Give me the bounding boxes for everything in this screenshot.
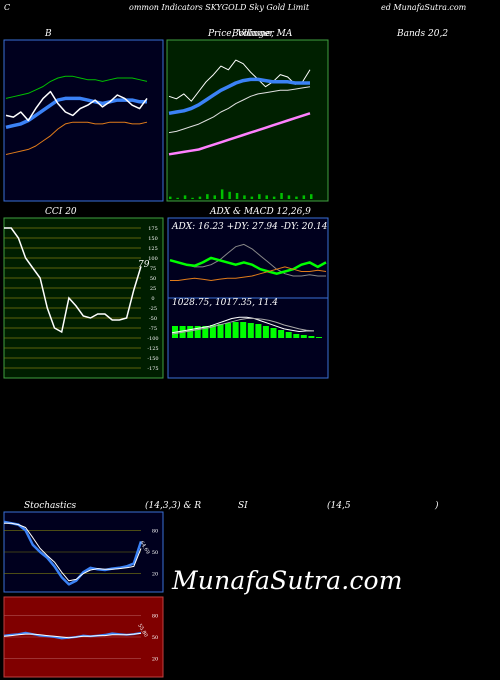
price-ma_short-line	[168, 77, 310, 116]
volume-bar	[235, 193, 239, 199]
macd-values: 1028.75, 1017.35, 11.4	[172, 298, 278, 308]
cci-tick-label: -150	[147, 356, 158, 362]
volume-bar	[295, 196, 298, 199]
macd-histogram-bar	[247, 323, 254, 338]
cci-tick-label: 150	[148, 236, 158, 242]
bb-price-line	[5, 90, 148, 122]
cci-tick-label: -100	[147, 336, 158, 342]
volume-bar	[228, 191, 231, 199]
title-right: ed MunafaSutra.com	[381, 3, 467, 12]
macd-histogram-bar	[255, 324, 262, 338]
macd-histogram-bar	[262, 326, 269, 338]
bb-label-middle-overlay: Bollinger	[232, 29, 274, 39]
cci-value-label: 79	[138, 260, 150, 270]
cci-tick-label: 175	[148, 226, 158, 232]
title-c: C	[4, 3, 11, 12]
price-panel	[166, 39, 329, 202]
rsi-rsi_smooth-line	[3, 632, 142, 639]
adx-plus_di-line	[169, 256, 327, 275]
stoch-k-line	[3, 520, 143, 586]
rsi-tick-label: 50	[152, 635, 158, 641]
volume-bar	[310, 194, 313, 199]
stoch-tick-label: 80	[152, 528, 158, 534]
cci-tick-label: 100	[148, 256, 158, 262]
macd-histogram-bar	[209, 325, 216, 338]
volume-bar	[243, 195, 246, 199]
volume-bar	[272, 196, 276, 199]
price-ma_mid-line	[168, 86, 311, 134]
cci-tick-label: 125	[148, 246, 158, 252]
stoch-d-line	[4, 522, 142, 582]
rsi-tick-label: 80	[152, 613, 158, 619]
macd-histogram-bar	[278, 330, 285, 338]
volume-bar	[280, 193, 283, 199]
macd-histogram-bar	[225, 323, 232, 338]
macd-histogram-bar	[202, 326, 209, 338]
volume-bar	[169, 196, 172, 199]
macd-histogram-bar	[194, 326, 201, 338]
bb-label-middle: Price, Volume, MA	[208, 29, 293, 39]
bb-lower-line	[5, 121, 148, 155]
cci-tick-label: -125	[147, 346, 158, 352]
cci-tick-label: 75	[150, 266, 156, 272]
cci-tick-label: 50	[150, 276, 156, 282]
volume-bar	[250, 196, 254, 199]
cci-label: CCI 20	[45, 207, 77, 217]
macd-histogram-bar	[316, 337, 322, 338]
volume-bar	[220, 189, 224, 199]
cci-tick-label: -25	[149, 306, 157, 312]
rsi-label-mid: SI	[238, 501, 248, 511]
cci-tick-label: -175	[147, 366, 158, 372]
macd-histogram-bar	[187, 326, 194, 338]
macd-signal-line	[171, 318, 315, 335]
adx-values: ADX: 16.23 +DY: 27.94 -DY: 20.14	[172, 222, 328, 232]
rsi-label-right: (14,5	[327, 501, 351, 511]
price-ma_long-line	[168, 112, 311, 156]
macd-histogram-bar	[285, 332, 292, 338]
bb-label-right: Bands 20,2	[397, 29, 449, 39]
stoch-tick-label: 20	[152, 572, 158, 578]
stoch-label-left: Stochastics	[24, 501, 77, 511]
volume-bar	[213, 195, 216, 199]
price-price-line	[168, 59, 311, 102]
macd-histogram-bar	[232, 322, 239, 338]
adx-macd-label: ADX & MACD 12,26,9	[210, 207, 311, 217]
macd-histogram-bar	[217, 324, 224, 338]
volume-bar	[206, 194, 209, 199]
watermark: MunafaSutra.com	[172, 566, 403, 595]
macd-histogram-bar	[293, 334, 300, 338]
adx-adx-line	[169, 243, 326, 277]
rsi-tick-label: 20	[152, 657, 158, 663]
bb-upper-line	[5, 75, 148, 99]
cci-tick-label: -50	[149, 316, 157, 322]
volume-bar	[176, 197, 179, 199]
stoch-tick-label: 50	[152, 550, 158, 556]
volume-bar	[258, 194, 261, 199]
macd-histogram-bar	[300, 335, 307, 338]
volume-bar	[287, 195, 291, 199]
macd-macd-line	[171, 316, 314, 334]
volume-bar	[302, 195, 306, 199]
volume-bar	[198, 196, 202, 199]
bb-label-left: B	[45, 29, 52, 39]
stoch-label-mid: (14,3,3) & R	[145, 501, 202, 511]
volume-bar	[183, 195, 187, 199]
cci-tick-label: 0	[151, 296, 154, 302]
rsi-label-paren: )	[435, 501, 439, 511]
volume-bar	[191, 197, 194, 199]
macd-histogram-bar	[270, 328, 277, 338]
adx-macd-frame	[167, 217, 329, 379]
volume-bar	[265, 195, 268, 199]
title-middle: ommon Indicators SKYGOLD Sky Gold Limit	[129, 3, 310, 12]
macd-histogram-bar	[308, 336, 315, 338]
cci-tick-label: 25	[150, 286, 156, 292]
cci-line	[4, 227, 142, 334]
cci-tick-label: -75	[149, 326, 157, 332]
macd-histogram-bar	[240, 322, 247, 338]
adx-minus_di-line	[170, 266, 327, 281]
